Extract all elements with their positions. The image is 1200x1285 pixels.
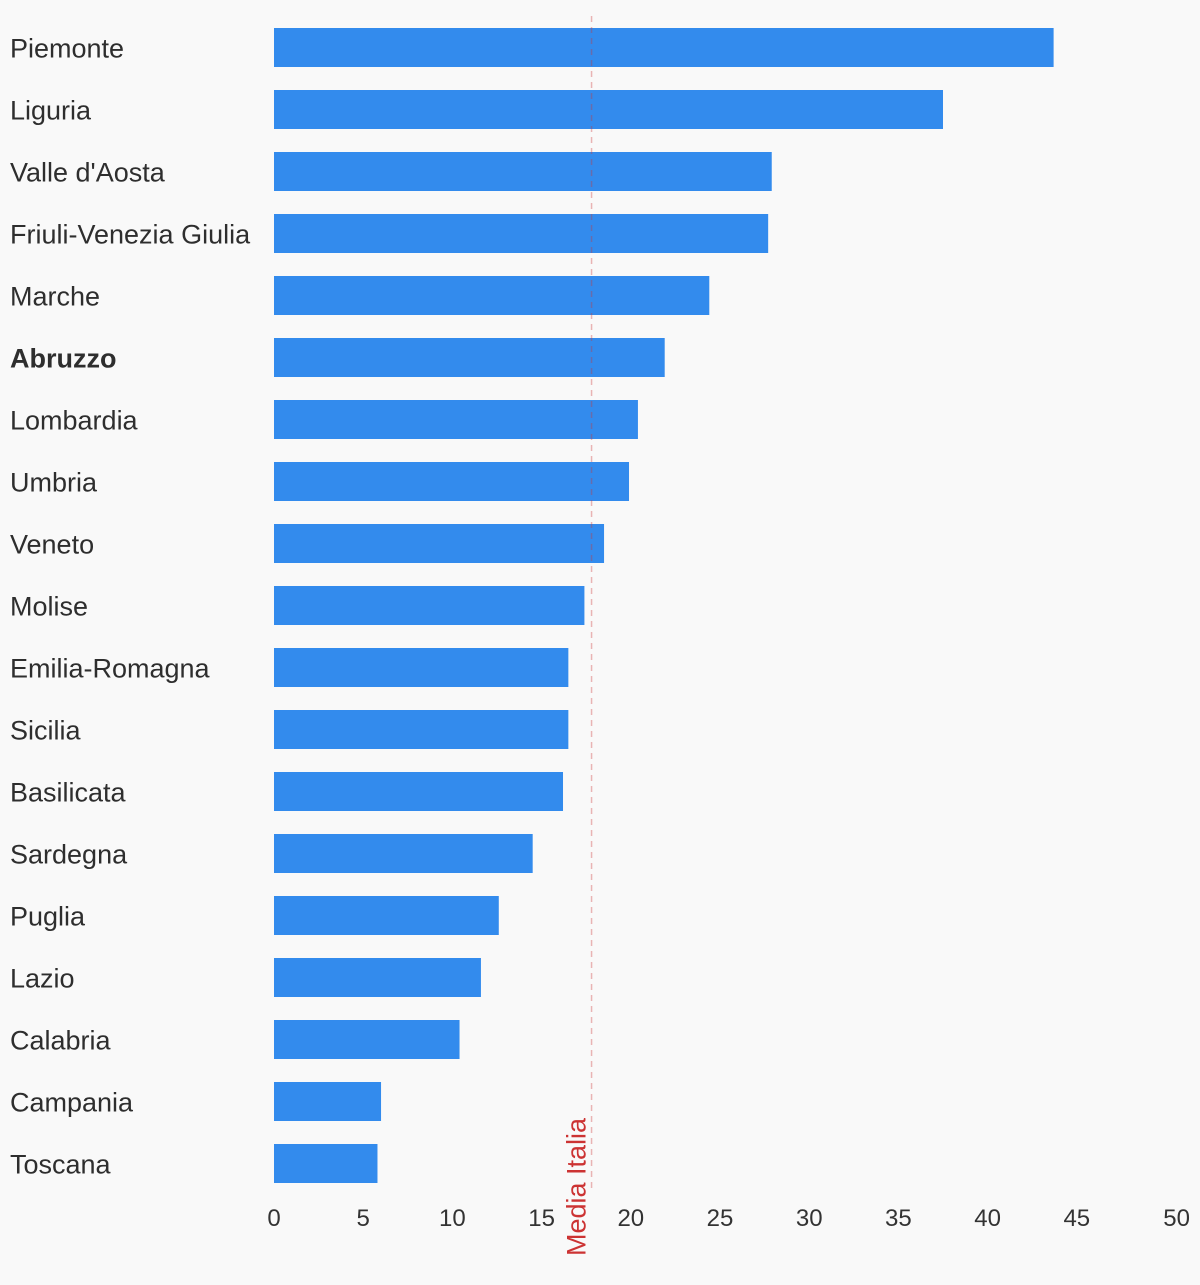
bar-molise bbox=[274, 586, 585, 625]
category-label: Sicilia bbox=[10, 716, 82, 746]
bar-sardegna bbox=[274, 834, 533, 873]
category-label: Friuli-Venezia Giulia bbox=[10, 220, 251, 250]
category-label: Calabria bbox=[10, 1026, 112, 1056]
x-tick-label: 15 bbox=[528, 1205, 555, 1232]
x-tick-label: 45 bbox=[1063, 1205, 1090, 1232]
x-tick-label: 10 bbox=[439, 1205, 466, 1232]
bar-marche bbox=[274, 276, 710, 315]
bar-calabria bbox=[274, 1020, 460, 1059]
category-label: Toscana bbox=[10, 1150, 112, 1180]
category-label: Molise bbox=[10, 592, 88, 622]
bar-veneto bbox=[274, 524, 605, 563]
x-tick-label: 40 bbox=[974, 1205, 1001, 1232]
category-label: Emilia-Romagna bbox=[10, 654, 211, 684]
x-tick-label: 50 bbox=[1163, 1205, 1190, 1232]
bar-emilia-romagna bbox=[274, 648, 569, 687]
category-label: Umbria bbox=[10, 468, 98, 498]
bar-liguria bbox=[274, 90, 943, 129]
category-label: Liguria bbox=[10, 96, 92, 126]
category-label: Lazio bbox=[10, 964, 75, 994]
bar-abruzzo bbox=[274, 338, 665, 377]
bars-layer bbox=[274, 28, 1054, 1183]
bar-toscana bbox=[274, 1144, 378, 1183]
bar-friuli-venezia-giulia bbox=[274, 214, 769, 253]
category-label: Veneto bbox=[10, 530, 94, 560]
bar-sicilia bbox=[274, 710, 569, 749]
bar-basilicata bbox=[274, 772, 564, 811]
bar-valle-d-aosta bbox=[274, 152, 772, 191]
category-label: Campania bbox=[10, 1088, 134, 1118]
x-tick-label: 25 bbox=[707, 1205, 734, 1232]
category-label: Piemonte bbox=[10, 34, 124, 64]
category-label: Lombardia bbox=[10, 406, 139, 436]
bar-puglia bbox=[274, 896, 499, 935]
category-label: Marche bbox=[10, 282, 100, 312]
x-tick-label: 35 bbox=[885, 1205, 912, 1232]
x-tick-label: 0 bbox=[267, 1205, 280, 1232]
x-tick-label: 5 bbox=[357, 1205, 370, 1232]
bar-lazio bbox=[274, 958, 481, 997]
x-tick-label: 30 bbox=[796, 1205, 823, 1232]
category-label: Sardegna bbox=[10, 840, 128, 870]
category-label: Abruzzo bbox=[10, 344, 116, 374]
reference-layer: Media Italia bbox=[562, 16, 593, 1256]
category-label: Valle d'Aosta bbox=[10, 158, 166, 188]
reference-line-label: Media Italia bbox=[562, 1117, 592, 1256]
category-label: Basilicata bbox=[10, 778, 127, 808]
category-label: Puglia bbox=[10, 902, 86, 932]
bar-piemonte bbox=[274, 28, 1054, 67]
bar-lombardia bbox=[274, 400, 638, 439]
bar-campania bbox=[274, 1082, 382, 1121]
category-labels: Piemonte Liguria Valle d'Aosta Friuli-Venez… bbox=[10, 34, 251, 1180]
bar-umbria bbox=[274, 462, 630, 501]
x-axis-ticks: 0 5 10 15 20 25 30 35 40 45 50 bbox=[267, 1205, 1190, 1232]
x-tick-label: 20 bbox=[617, 1205, 644, 1232]
